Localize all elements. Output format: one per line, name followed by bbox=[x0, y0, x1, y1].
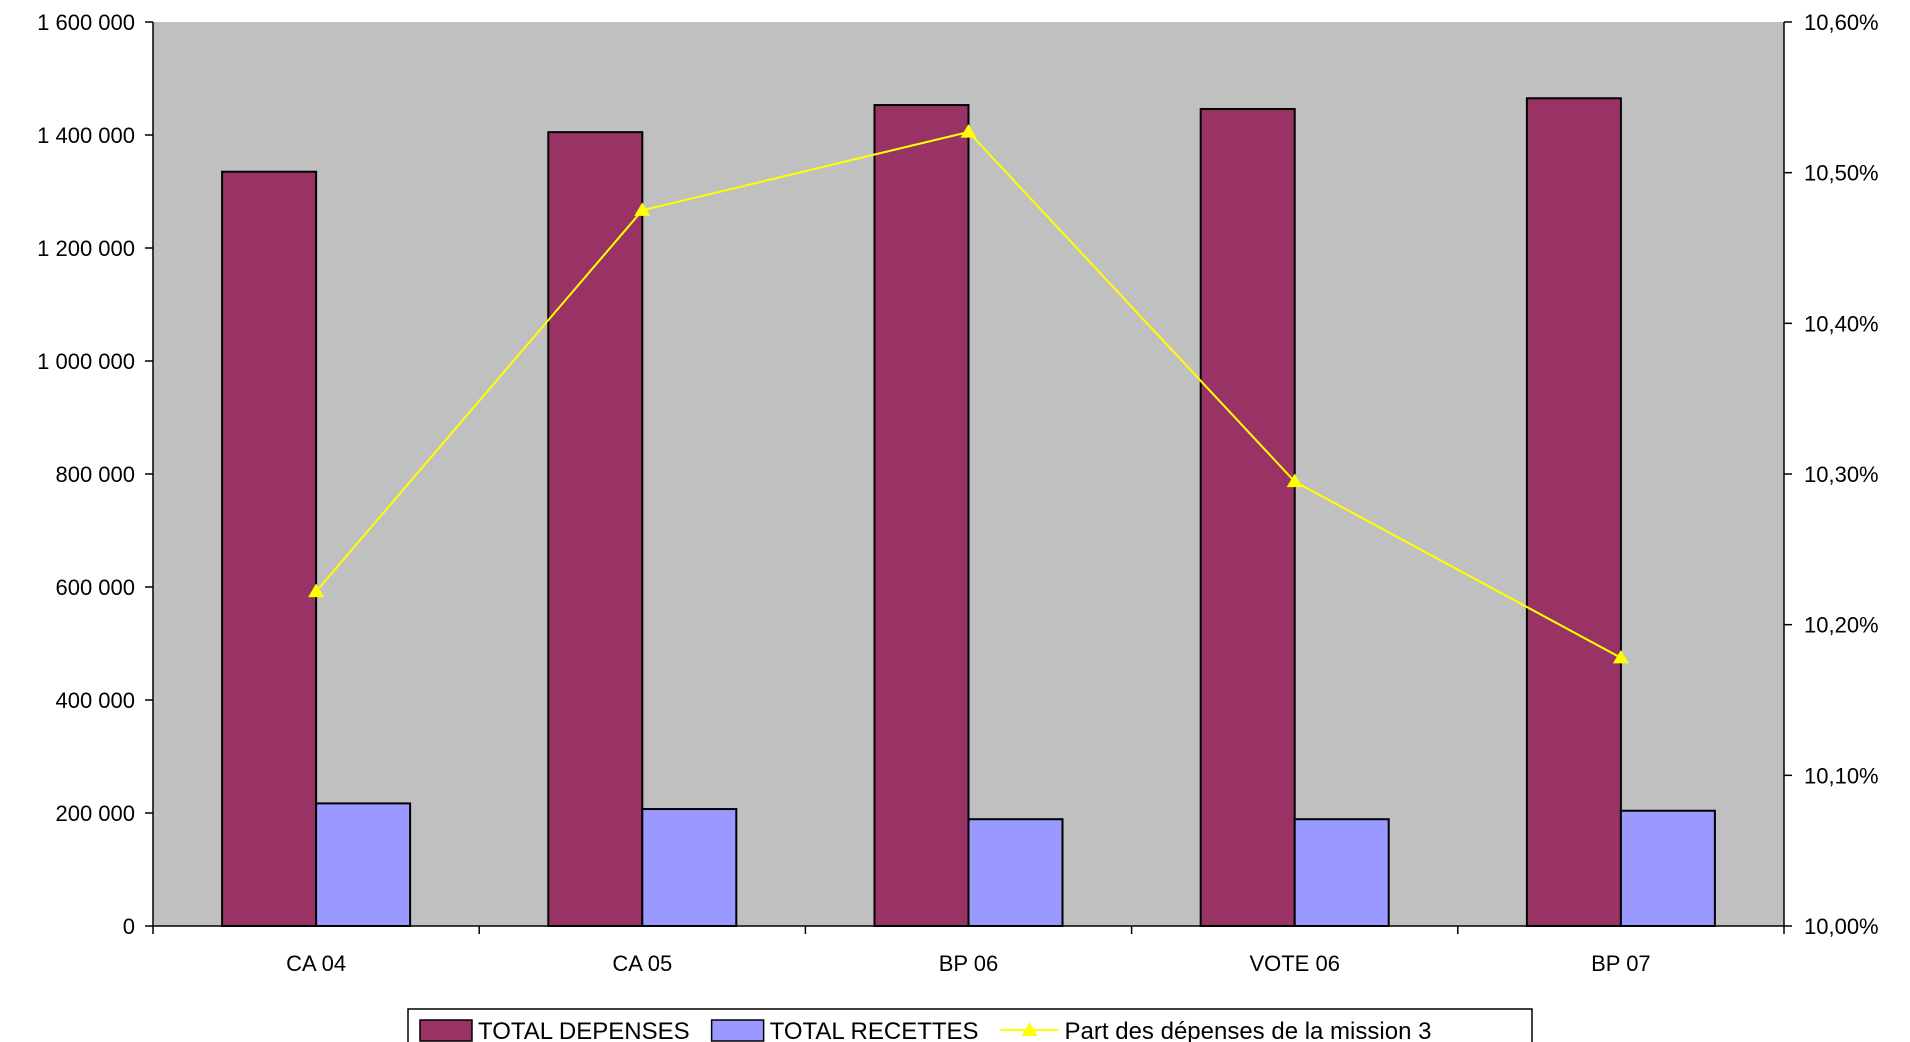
line-layer bbox=[308, 123, 1629, 664]
line-marker-4 bbox=[1612, 649, 1629, 664]
left-axis-tick-label-7: 1 400 000 bbox=[37, 123, 135, 148]
legend-label-0: TOTAL DEPENSES bbox=[478, 1018, 690, 1042]
bar-total-depenses-1 bbox=[547, 131, 644, 928]
bar-total-depenses-0 bbox=[221, 170, 318, 928]
legend-label-1: TOTAL RECETTES bbox=[770, 1018, 979, 1042]
right-axis-tick-label-2: 10,20% bbox=[1804, 613, 1879, 638]
x-axis-tick-label-3: VOTE 06 bbox=[1249, 951, 1339, 976]
legend-label-2: Part des dépenses de la mission 3 bbox=[1065, 1018, 1432, 1042]
x-axis-tick-label-4: BP 07 bbox=[1591, 951, 1651, 976]
left-axis-tick-label-8: 1 600 000 bbox=[37, 10, 135, 35]
left-axis-tick-label-0: 0 bbox=[123, 914, 135, 939]
right-axis-tick-label-6: 10,60% bbox=[1804, 10, 1879, 35]
line-marker-1 bbox=[634, 202, 651, 216]
left-axis-tick-label-3: 600 000 bbox=[55, 575, 135, 600]
bar-total-recettes-0 bbox=[315, 802, 412, 928]
bar-total-recettes-4 bbox=[1619, 809, 1716, 927]
legend-marker-2 bbox=[1021, 1022, 1038, 1036]
line-marker-3 bbox=[1286, 473, 1303, 488]
axes-layer: 0 200 000 400 000 600 000 800 000 1 000 000 1 … bbox=[37, 10, 1879, 976]
left-axis-tick-label-6: 1 200 000 bbox=[37, 236, 135, 261]
right-axis-tick-label-1: 10,10% bbox=[1804, 763, 1879, 788]
left-axis-tick-label-2: 400 000 bbox=[55, 688, 135, 713]
x-axis-tick-label-0: CA 04 bbox=[286, 951, 346, 976]
line-marker-0 bbox=[308, 583, 325, 598]
x-axis-tick-label-1: CA 05 bbox=[612, 951, 672, 976]
bar-total-recettes-3 bbox=[1293, 818, 1390, 928]
right-axis-tick-label-5: 10,50% bbox=[1804, 161, 1879, 186]
left-axis-tick-label-1: 200 000 bbox=[55, 801, 135, 826]
legend-box bbox=[407, 1008, 1533, 1042]
right-axis-tick-label-4: 10,40% bbox=[1804, 311, 1879, 336]
right-axis-tick-label-0: 10,00% bbox=[1804, 914, 1879, 939]
bar-total-depenses-2 bbox=[873, 104, 970, 928]
legend-swatch-1 bbox=[710, 1019, 765, 1042]
bar-total-recettes-1 bbox=[641, 808, 738, 927]
line-marker-2 bbox=[960, 123, 977, 138]
left-axis-tick-label-4: 800 000 bbox=[55, 462, 135, 487]
bars-layer bbox=[221, 97, 1716, 928]
left-axis-tick-label-5: 1 000 000 bbox=[37, 349, 135, 374]
legend: TOTAL DEPENSES TOTAL RECETTES Part des dép… bbox=[407, 1008, 1533, 1042]
bar-total-recettes-2 bbox=[967, 818, 1064, 928]
bar-total-depenses-3 bbox=[1199, 108, 1296, 927]
right-axis-tick-label-3: 10,30% bbox=[1804, 462, 1879, 487]
x-axis-tick-label-2: BP 06 bbox=[939, 951, 999, 976]
bar-total-depenses-4 bbox=[1525, 97, 1622, 927]
legend-swatch-0 bbox=[419, 1019, 473, 1042]
